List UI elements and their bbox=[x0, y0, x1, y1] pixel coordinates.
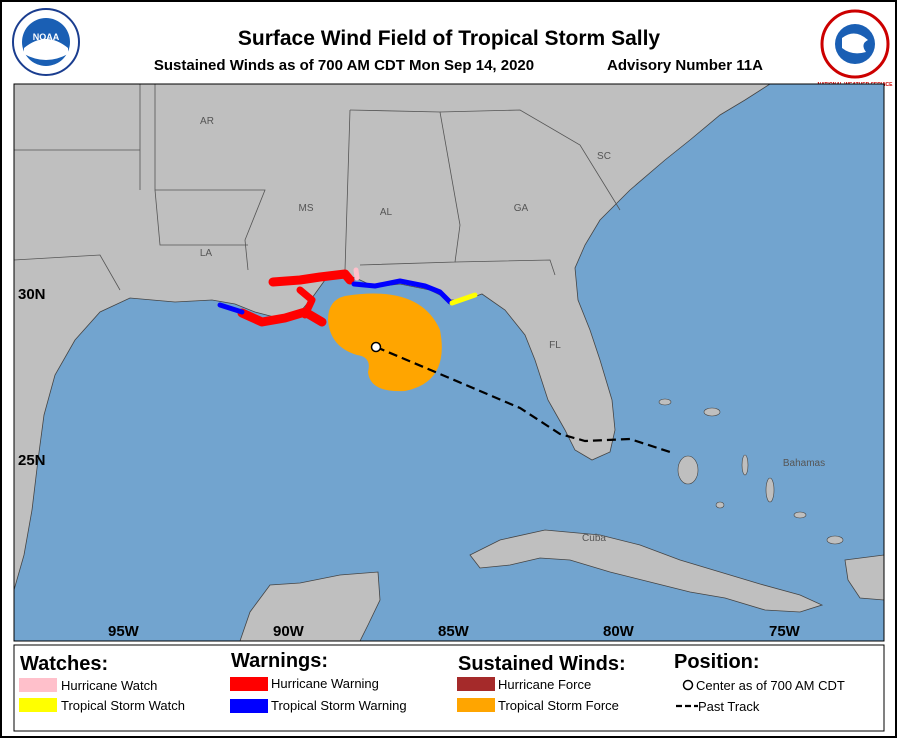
yucatan bbox=[239, 571, 381, 641]
longitude-label: 85W bbox=[438, 623, 470, 640]
map-frame bbox=[13, 83, 885, 642]
region-label: AL bbox=[380, 207, 393, 218]
legend-heading: Sustained Winds: bbox=[458, 653, 626, 675]
legend-item: Hurricane Warning bbox=[271, 676, 379, 691]
coastal-warnings bbox=[217, 267, 478, 327]
state-borders bbox=[14, 84, 621, 291]
advisory: Advisory Number 11A bbox=[607, 57, 763, 74]
longitude-label: 75W bbox=[769, 623, 801, 640]
legend-item: Tropical Storm Force bbox=[498, 698, 619, 713]
legend-item: Tropical Storm Watch bbox=[61, 698, 185, 713]
longitude-label: 80W bbox=[603, 623, 635, 640]
region-label: LA bbox=[200, 248, 213, 259]
region-label: SC bbox=[597, 151, 611, 162]
subtitle: Sustained Winds as of 700 AM CDT Mon Sep… bbox=[154, 57, 534, 74]
latitude-label: 25N bbox=[18, 452, 46, 469]
legend: Watches: Hurricane Watch Tropical Storm … bbox=[13, 644, 885, 732]
legend-item: Center as of 700 AM CDT bbox=[696, 678, 845, 693]
hispaniola bbox=[844, 554, 884, 601]
region-label: FL bbox=[549, 340, 561, 351]
region-label: Bahamas bbox=[783, 458, 825, 469]
noaa-logo: NOAA bbox=[12, 8, 80, 76]
tropical-storm-force-winds bbox=[328, 293, 442, 392]
legend-heading: Position: bbox=[674, 651, 760, 673]
legend-heading: Warnings: bbox=[231, 650, 328, 672]
region-label: Cuba bbox=[582, 533, 606, 544]
past-track bbox=[375, 345, 671, 454]
storm-center bbox=[370, 341, 382, 353]
region-label: MS bbox=[299, 203, 314, 214]
legend-item: Hurricane Force bbox=[498, 677, 591, 692]
map: AR SC MS AL GA LA FL Bahamas Cuba 30N 25… bbox=[13, 83, 885, 642]
legend-item: Past Track bbox=[698, 699, 760, 714]
title: Surface Wind Field of Tropical Storm Sal… bbox=[238, 27, 661, 50]
region-label: GA bbox=[514, 203, 529, 214]
noaa-text: NOAA bbox=[33, 32, 60, 42]
bahamas bbox=[658, 398, 844, 545]
longitude-label: 90W bbox=[273, 623, 305, 640]
cuba bbox=[469, 529, 824, 613]
latitude-label: 30N bbox=[18, 286, 46, 303]
region-label: AR bbox=[200, 116, 214, 127]
legend-item: Hurricane Watch bbox=[61, 678, 157, 693]
legend-heading: Watches: bbox=[20, 653, 108, 675]
longitude-label: 95W bbox=[108, 623, 140, 640]
legend-item: Tropical Storm Warning bbox=[271, 698, 407, 713]
nws-logo: NATIONAL WEATHER SERVICE bbox=[818, 9, 893, 88]
